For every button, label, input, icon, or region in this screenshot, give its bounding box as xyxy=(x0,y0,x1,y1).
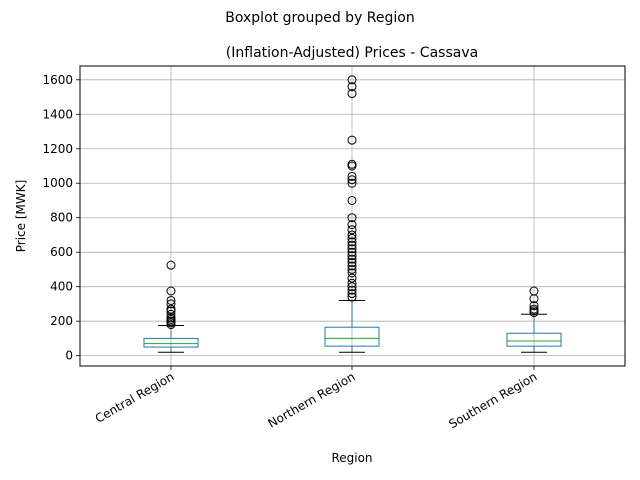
outlier-point xyxy=(347,135,357,145)
y-tick-label: 1400 xyxy=(42,107,73,121)
outlier-point xyxy=(347,89,357,99)
y-tick-label: 1000 xyxy=(42,176,73,190)
outlier-point xyxy=(347,254,357,264)
outlier-point xyxy=(166,286,176,296)
outlier-point xyxy=(347,261,357,271)
outlier-point xyxy=(347,75,357,85)
outlier-point xyxy=(347,233,357,243)
outlier-point xyxy=(347,178,357,188)
iqr-box xyxy=(324,326,380,347)
outlier-point xyxy=(347,268,357,278)
outlier-point xyxy=(347,247,357,257)
outlier-point xyxy=(166,299,176,309)
outlier-point xyxy=(347,171,357,181)
y-tick-label: 200 xyxy=(50,314,73,328)
y-tick-label: 1200 xyxy=(42,142,73,156)
iqr-box xyxy=(143,337,199,348)
outlier-point xyxy=(347,230,357,240)
outlier-point xyxy=(347,264,357,274)
y-tick-label: 800 xyxy=(50,211,73,225)
outlier-point xyxy=(166,260,176,270)
x-axis: Central Region Northern Region Southern Re… xyxy=(93,366,540,431)
outlier-point xyxy=(529,301,539,311)
outlier-point xyxy=(347,289,357,299)
iqr-box xyxy=(506,332,562,347)
outlier-point xyxy=(347,282,357,292)
y-tick-label: 1600 xyxy=(42,73,73,87)
y-axis: 0 200 400 600 800 1000 1200 1400 1600 xyxy=(42,73,80,363)
outlier-point xyxy=(529,286,539,296)
x-tick-label: Southern Region xyxy=(446,369,539,431)
y-tick-label: 600 xyxy=(50,245,73,259)
outlier-point xyxy=(347,159,357,169)
outlier-point xyxy=(166,295,176,305)
outlier-point xyxy=(347,251,357,261)
chart-title: (Inflation-Adjusted) Prices - Cassava xyxy=(226,45,478,61)
plot-area xyxy=(143,75,562,353)
outlier-point xyxy=(166,304,176,314)
outlier-point xyxy=(347,225,357,235)
outlier-point xyxy=(347,285,357,295)
outlier-point xyxy=(347,175,357,185)
outlier-point xyxy=(347,82,357,92)
x-tick-label: Central Region xyxy=(93,369,177,425)
outlier-point xyxy=(347,213,357,223)
outlier-point xyxy=(347,240,357,250)
x-tick-label: Northern Region xyxy=(265,369,357,430)
outlier-point xyxy=(347,273,357,283)
outlier-point xyxy=(529,304,539,314)
outlier-point xyxy=(347,258,357,268)
figure-suptitle: Boxplot grouped by Region xyxy=(225,10,414,26)
y-tick-label: 400 xyxy=(50,280,73,294)
outlier-point xyxy=(347,292,357,302)
y-tick-label: 0 xyxy=(65,349,73,363)
axes-frame xyxy=(79,65,626,367)
y-axis-label: Price [MWK] xyxy=(14,180,28,253)
outlier-point xyxy=(347,220,357,230)
x-axis-label: Region xyxy=(331,451,372,465)
outlier-point xyxy=(166,309,176,319)
outlier-point xyxy=(347,195,357,205)
outlier-point xyxy=(166,313,176,323)
outlier-point xyxy=(347,278,357,288)
outlier-point xyxy=(347,244,357,254)
outlier-point xyxy=(347,237,357,247)
